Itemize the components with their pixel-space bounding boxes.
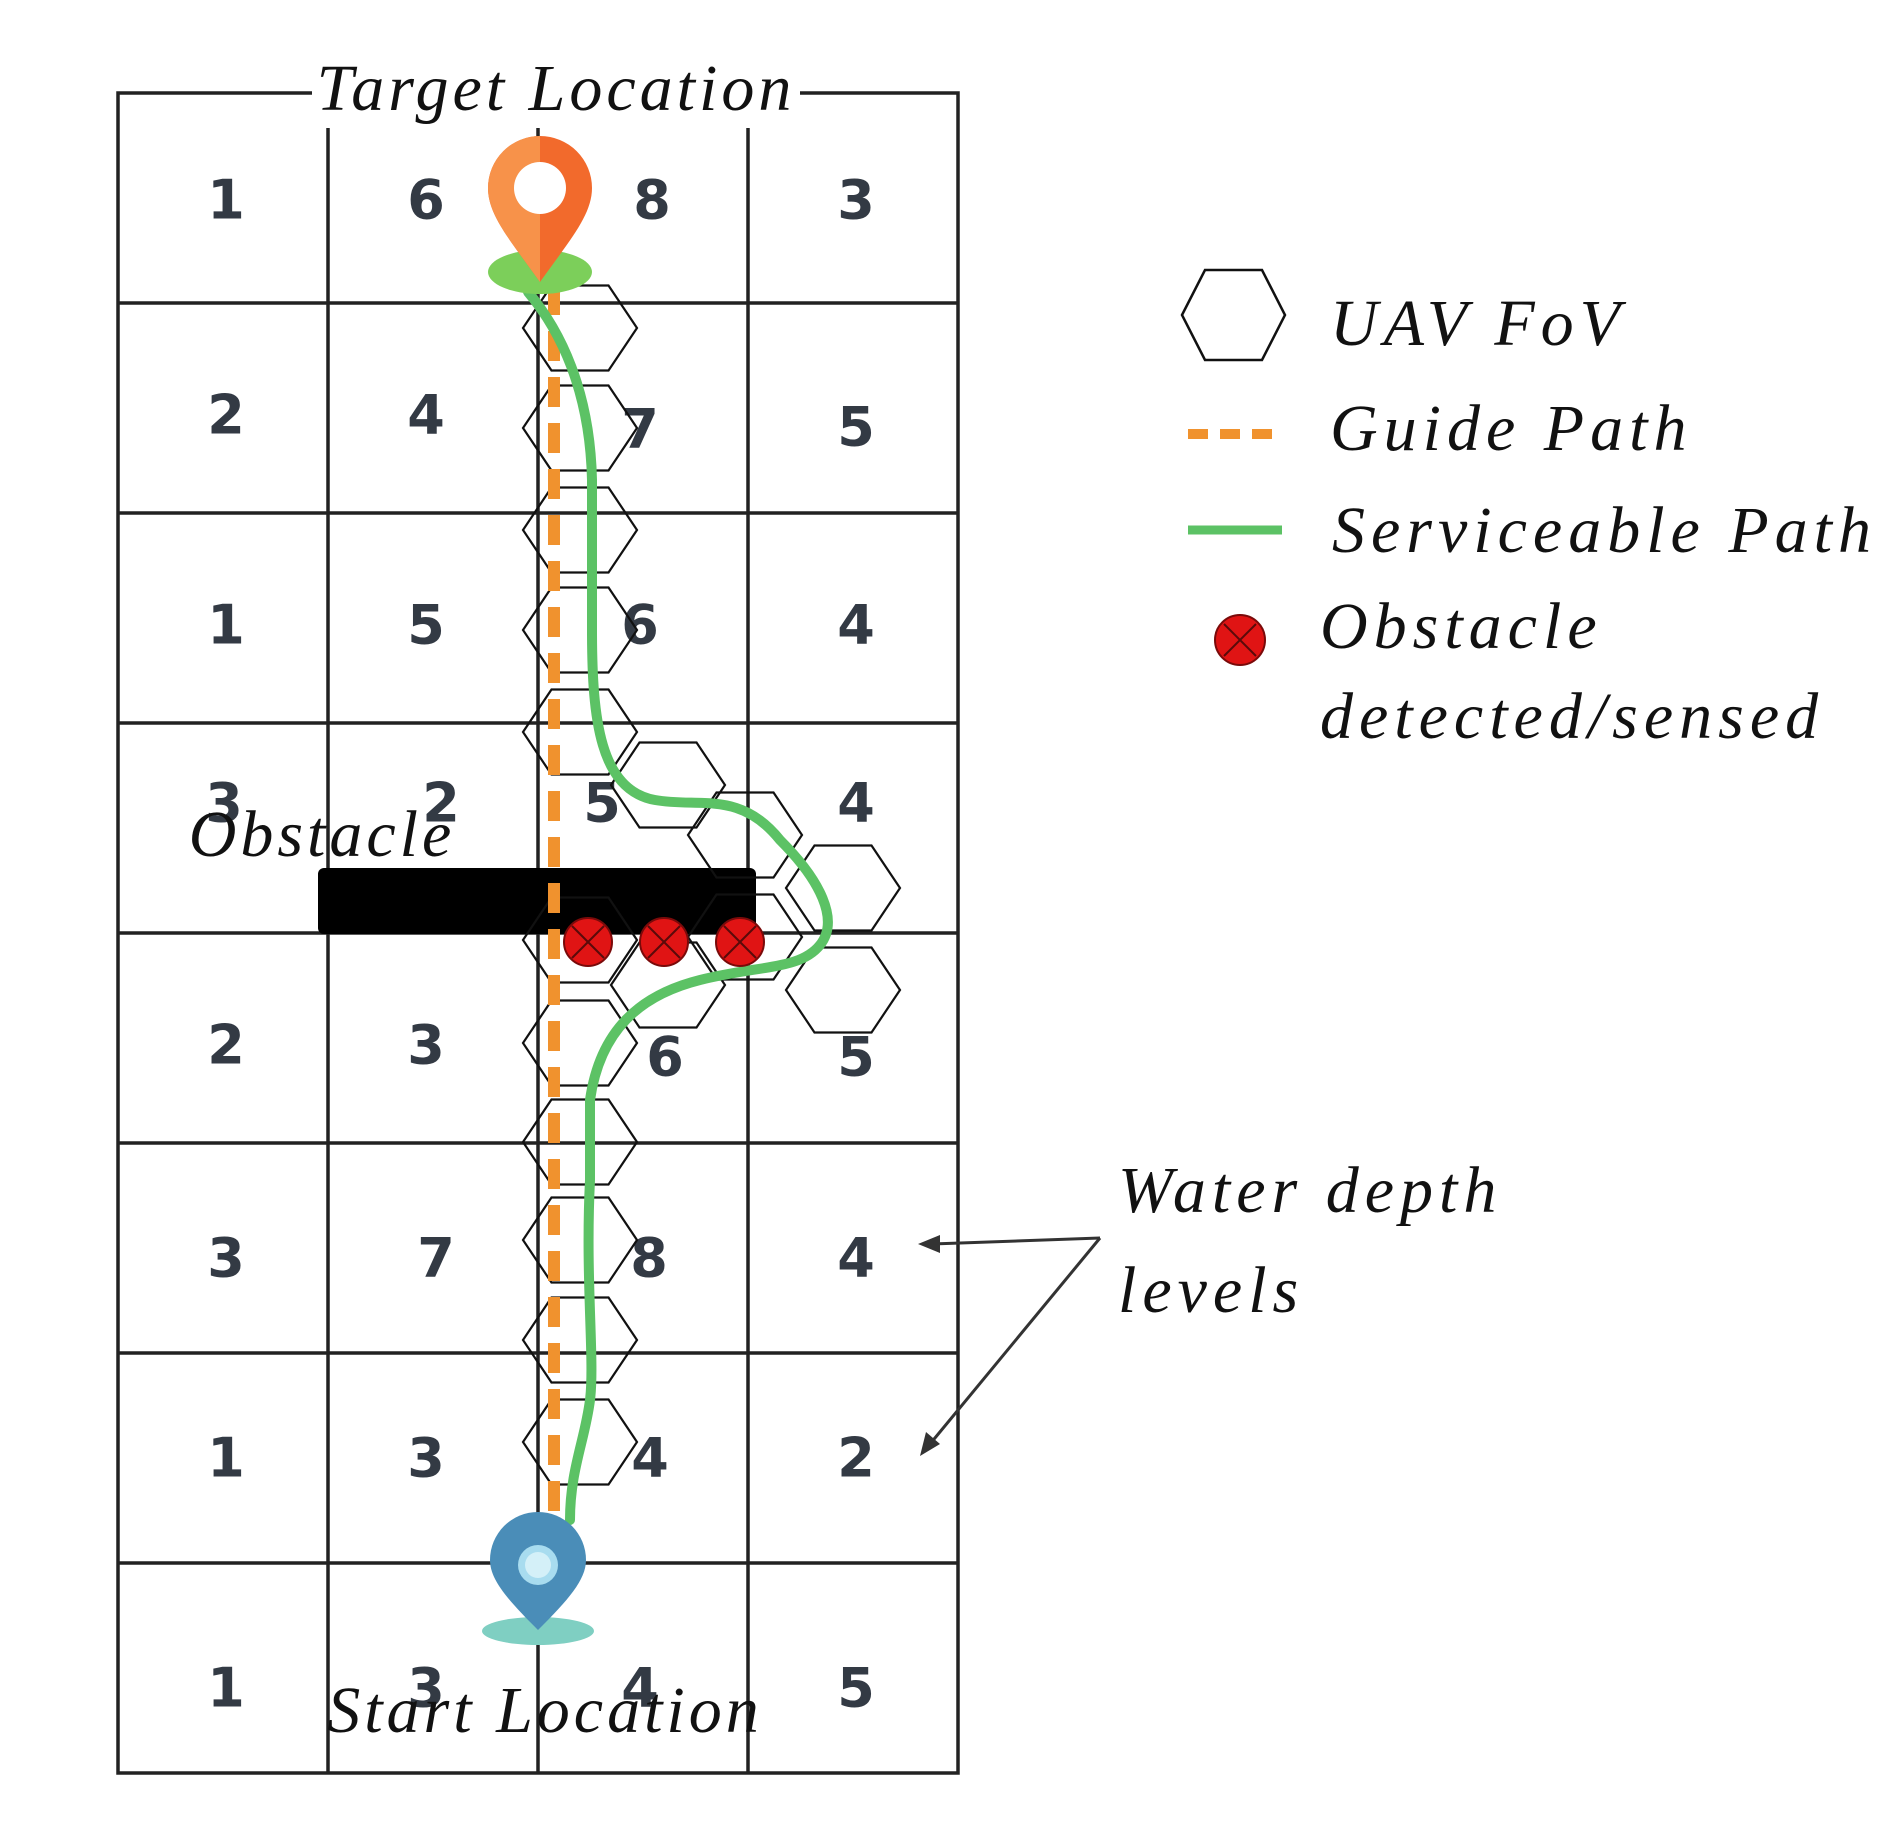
uav-fov-hexagon <box>521 586 639 674</box>
depth-cell-value: 8 <box>630 1227 668 1290</box>
depth-cell-value: 4 <box>631 1427 669 1490</box>
uav-fov-hexagon <box>784 844 902 932</box>
legend-obstacle-detected: Obstacle detected/sensed <box>1214 590 1824 753</box>
serviceable-path <box>523 287 833 1525</box>
sensed-obstacle-marker <box>563 917 613 967</box>
start-location-pin-icon <box>482 1512 594 1645</box>
depth-values: 1 6 8 32 4 7 51 5 6 43 2 5 42 3 6 53 7 8 41 3 4 21 3 4 5 <box>205 169 875 1720</box>
uav-fov-hexagon <box>521 688 639 776</box>
water-depth-label-line2: levels <box>1118 1254 1304 1327</box>
uav-fov-hexagon <box>521 999 639 1087</box>
depth-cell-value: 3 <box>837 169 875 232</box>
depth-cell-value: 5 <box>837 1026 875 1089</box>
uav-fov-hexagon <box>521 1398 639 1486</box>
depth-cell-value: 5 <box>407 594 445 657</box>
uav-fov-hexagon <box>521 1196 639 1284</box>
uav-fov-hexagon <box>609 741 727 829</box>
legend-uav-fov-label: UAV FoV <box>1330 287 1627 360</box>
uav-fov-hexagon <box>609 941 727 1029</box>
legend-obstacle-label-line2: detected/sensed <box>1320 680 1824 753</box>
depth-cell-value: 1 <box>207 594 245 657</box>
depth-cell-value: 3 <box>407 1014 445 1077</box>
depth-cell-value: 6 <box>646 1026 684 1089</box>
depth-cell-value: 3 <box>205 772 243 835</box>
hexagon-icon <box>1180 268 1287 362</box>
sensed-obstacles <box>563 917 765 967</box>
uav-fov-hexagon <box>521 486 639 574</box>
uav-fov-hexagon <box>521 1098 639 1186</box>
sensed-obstacle-marker <box>639 917 689 967</box>
depth-cell-value: 2 <box>207 1014 245 1077</box>
water-depth-grid: 1 6 8 32 4 7 51 5 6 43 2 5 42 3 6 53 7 8 41 3 4 21 3 4 5 <box>116 60 960 1775</box>
sensed-obstacle-marker <box>715 917 765 967</box>
obstacle-label: Obstacle <box>189 798 456 871</box>
legend-guide-path: Guide Path <box>1188 392 1692 465</box>
grid-lines <box>116 91 960 1775</box>
depth-cell-value: 3 <box>407 1657 445 1720</box>
depth-cell-value: 4 <box>837 772 875 835</box>
depth-cell-value: 3 <box>207 1227 245 1290</box>
legend-serviceable-path-label: Serviceable Path <box>1332 494 1877 567</box>
legend-guide-path-label: Guide Path <box>1330 392 1692 465</box>
water-depth-label-line1: Water depth <box>1118 1154 1502 1227</box>
depth-cell-value: 5 <box>837 1657 875 1720</box>
uav-fov-hexagon <box>686 791 804 879</box>
depth-cell-value: 5 <box>583 772 621 835</box>
uav-fov-hexagon <box>521 896 639 984</box>
depth-cell-value: 1 <box>207 1427 245 1490</box>
depth-cell-value: 4 <box>621 1657 659 1720</box>
uav-fov-hexagons <box>521 284 902 1486</box>
depth-cell-value: 3 <box>407 1427 445 1490</box>
depth-cell-value: 1 <box>207 169 245 232</box>
depth-cell-value: 6 <box>407 169 445 232</box>
depth-cell-value: 2 <box>207 384 245 447</box>
depth-cell-value: 4 <box>837 1227 875 1290</box>
uav-fov-hexagon <box>784 946 902 1034</box>
depth-cell-value: 4 <box>837 594 875 657</box>
depth-cell-value: 5 <box>837 396 875 459</box>
legend-serviceable-path: Serviceable Path <box>1188 494 1877 567</box>
target-location-pin-icon <box>488 136 592 294</box>
depth-cell-value: 7 <box>621 398 659 461</box>
uav-fov-hexagon <box>521 384 639 472</box>
target-location-label: Target Location <box>317 52 796 125</box>
water-depth-annotation: Water depth levels <box>918 1154 1502 1456</box>
start-location-label: Start Location <box>327 1674 763 1747</box>
depth-cell-value: 1 <box>207 1657 245 1720</box>
legend-obstacle-label-line1: Obstacle <box>1320 590 1603 663</box>
legend: UAV FoV Guide Path Serviceable Path Obst… <box>1180 268 1877 753</box>
obstacle-bar <box>318 868 756 934</box>
depth-cell-value: 2 <box>422 772 460 835</box>
legend-uav-fov: UAV FoV <box>1180 268 1627 362</box>
depth-cell-value: 8 <box>633 169 671 232</box>
depth-cell-value: 4 <box>407 384 445 447</box>
depth-cell-value: 7 <box>417 1227 455 1290</box>
uav-fov-hexagon <box>521 1296 639 1384</box>
annotation-arrow-upper <box>931 1236 1101 1246</box>
red-circle-x-icon <box>1214 614 1266 666</box>
uav-fov-hexagon <box>521 284 639 372</box>
annotation-arrow-lower <box>928 1237 1102 1445</box>
depth-cell-value: 2 <box>837 1427 875 1490</box>
